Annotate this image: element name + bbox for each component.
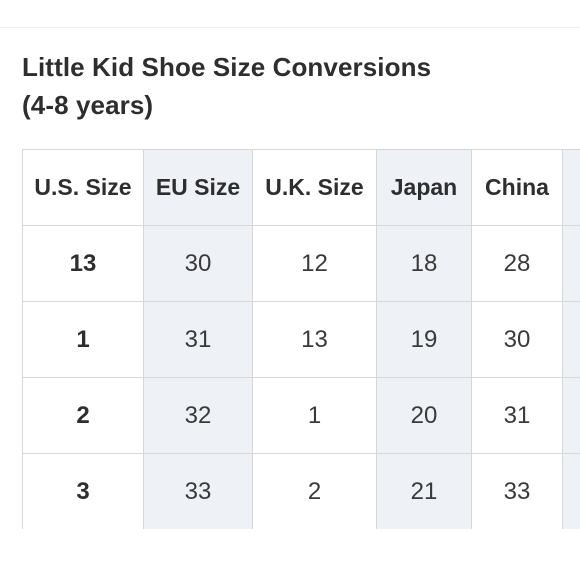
- cell-cut-off-column: [562, 225, 580, 302]
- cell-us-size: 13: [22, 225, 144, 302]
- cell-china: 30: [471, 301, 563, 378]
- header-us-size: U.S. Size: [22, 149, 144, 226]
- page-title: Little Kid Shoe Size Conversions (4-8 ye…: [22, 48, 562, 124]
- cell-uk-size: 2: [252, 453, 377, 529]
- table-row: 3 33 2 21 33: [22, 453, 580, 529]
- cell-eu-size: 32: [143, 377, 253, 454]
- cell-cut-off-column: [562, 301, 580, 378]
- cell-japan: 21: [376, 453, 472, 529]
- cell-eu-size: 30: [143, 225, 253, 302]
- page-title-line-2: (4-8 years): [22, 90, 154, 120]
- cell-us-size: 2: [22, 377, 144, 454]
- header-uk-size: U.K. Size: [252, 149, 377, 226]
- table-row: 1 31 13 19 30: [22, 301, 580, 378]
- cell-uk-size: 13: [252, 301, 377, 378]
- table-row: 13 30 12 18 28: [22, 225, 580, 302]
- header-cut-off-column: [562, 149, 580, 226]
- table-row: 2 32 1 20 31: [22, 377, 580, 454]
- cell-china: 31: [471, 377, 563, 454]
- size-conversion-table: U.S. Size EU Size U.K. Size Japan China …: [22, 149, 580, 529]
- cell-japan: 19: [376, 301, 472, 378]
- cell-uk-size: 12: [252, 225, 377, 302]
- cell-us-size: 1: [22, 301, 144, 378]
- table-header-row: U.S. Size EU Size U.K. Size Japan China: [22, 149, 580, 226]
- cell-uk-size: 1: [252, 377, 377, 454]
- page-title-line-1: Little Kid Shoe Size Conversions: [22, 52, 432, 82]
- cell-china: 28: [471, 225, 563, 302]
- header-japan: Japan: [376, 149, 472, 226]
- cell-cut-off-column: [562, 377, 580, 454]
- top-divider: [0, 27, 580, 28]
- cell-eu-size: 33: [143, 453, 253, 529]
- cell-japan: 18: [376, 225, 472, 302]
- header-eu-size: EU Size: [143, 149, 253, 226]
- cell-cut-off-column: [562, 453, 580, 529]
- cell-us-size: 3: [22, 453, 144, 529]
- header-china: China: [471, 149, 563, 226]
- size-table-container[interactable]: U.S. Size EU Size U.K. Size Japan China …: [22, 149, 580, 529]
- cell-eu-size: 31: [143, 301, 253, 378]
- cell-japan: 20: [376, 377, 472, 454]
- cell-china: 33: [471, 453, 563, 529]
